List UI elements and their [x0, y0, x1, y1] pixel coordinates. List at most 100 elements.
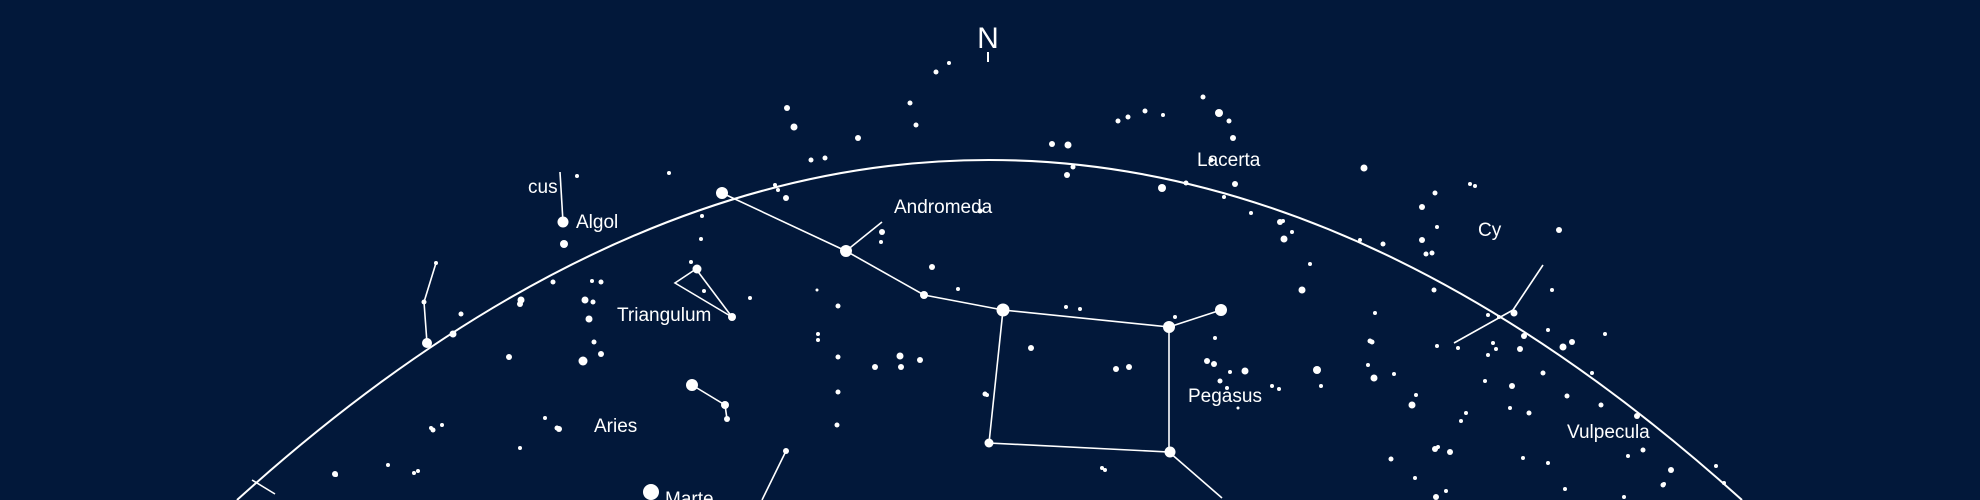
star	[1546, 461, 1550, 465]
star	[560, 240, 568, 248]
star	[421, 299, 427, 305]
star	[700, 214, 704, 218]
star	[554, 425, 560, 431]
star	[1230, 135, 1236, 141]
star	[1173, 315, 1177, 319]
star	[1183, 180, 1189, 186]
star-field	[332, 61, 1726, 500]
star	[1563, 487, 1567, 491]
lacerta-label: Lacerta	[1197, 150, 1261, 171]
star	[643, 484, 659, 500]
star	[835, 354, 841, 360]
star	[591, 339, 597, 345]
star	[822, 155, 828, 161]
star	[1559, 343, 1567, 351]
star	[977, 208, 983, 214]
cygnus-label-fragment: Cy	[1478, 220, 1502, 241]
star	[1270, 384, 1274, 388]
star	[440, 423, 444, 427]
star	[1028, 345, 1034, 351]
star	[598, 351, 604, 357]
star	[929, 264, 935, 270]
star	[815, 288, 819, 292]
constellation-line	[691, 384, 728, 420]
star	[1208, 157, 1214, 163]
constellation-line	[1168, 451, 1223, 499]
star	[1249, 211, 1253, 215]
star	[1714, 464, 1718, 468]
constellation-line	[1453, 264, 1544, 344]
star	[1444, 489, 1448, 493]
star	[1414, 393, 1418, 397]
star	[578, 356, 588, 366]
constellation-lines	[251, 171, 1544, 500]
constellation-line	[721, 192, 1004, 311]
star	[585, 315, 593, 323]
star	[1486, 313, 1490, 317]
star	[1211, 361, 1217, 367]
star	[1419, 204, 1425, 210]
star	[1232, 181, 1238, 187]
star	[1200, 94, 1206, 100]
star	[1423, 251, 1429, 257]
star	[430, 427, 436, 433]
star	[783, 195, 789, 201]
star	[1540, 370, 1546, 376]
star	[1358, 238, 1362, 242]
star	[550, 279, 556, 285]
star	[872, 364, 878, 370]
star	[1161, 113, 1165, 117]
star	[1603, 332, 1607, 336]
star	[956, 287, 960, 291]
star	[1569, 339, 1575, 345]
star	[1509, 383, 1515, 389]
star	[334, 473, 338, 477]
star	[1722, 481, 1726, 485]
star	[1370, 374, 1378, 382]
star	[1640, 447, 1646, 453]
star	[1626, 454, 1630, 458]
horizon-arc	[236, 159, 1743, 500]
constellation-line	[559, 171, 564, 223]
star	[1290, 230, 1294, 234]
star	[917, 357, 923, 363]
star	[1459, 419, 1463, 423]
star	[1392, 372, 1396, 376]
star	[1497, 315, 1501, 319]
star	[1360, 164, 1368, 172]
star	[1408, 401, 1416, 409]
algol-label: Algol	[576, 212, 618, 233]
star	[1308, 262, 1312, 266]
perseus-label-fragment: cus	[528, 177, 558, 198]
star	[1590, 371, 1594, 375]
star	[1226, 118, 1232, 124]
star	[517, 296, 525, 304]
star	[1373, 311, 1377, 315]
star	[686, 379, 698, 391]
star	[982, 391, 988, 397]
vulpecula-label: Vulpecula	[1567, 422, 1650, 443]
star	[1419, 237, 1425, 243]
star	[1158, 184, 1166, 192]
star	[1164, 446, 1176, 458]
star	[1634, 413, 1640, 419]
star	[1429, 250, 1435, 256]
star	[1598, 402, 1604, 408]
star	[1319, 384, 1323, 388]
star	[1431, 287, 1437, 293]
star	[783, 448, 789, 454]
star	[1280, 235, 1288, 243]
star	[692, 264, 702, 274]
star	[996, 303, 1010, 317]
star	[1510, 309, 1518, 317]
star	[581, 296, 589, 304]
star	[458, 311, 464, 317]
star	[1521, 456, 1525, 460]
star	[518, 446, 522, 450]
star	[1313, 366, 1321, 374]
star	[543, 416, 547, 420]
star	[984, 438, 994, 448]
star	[879, 229, 885, 235]
star	[1447, 449, 1453, 455]
star	[1241, 367, 1249, 375]
